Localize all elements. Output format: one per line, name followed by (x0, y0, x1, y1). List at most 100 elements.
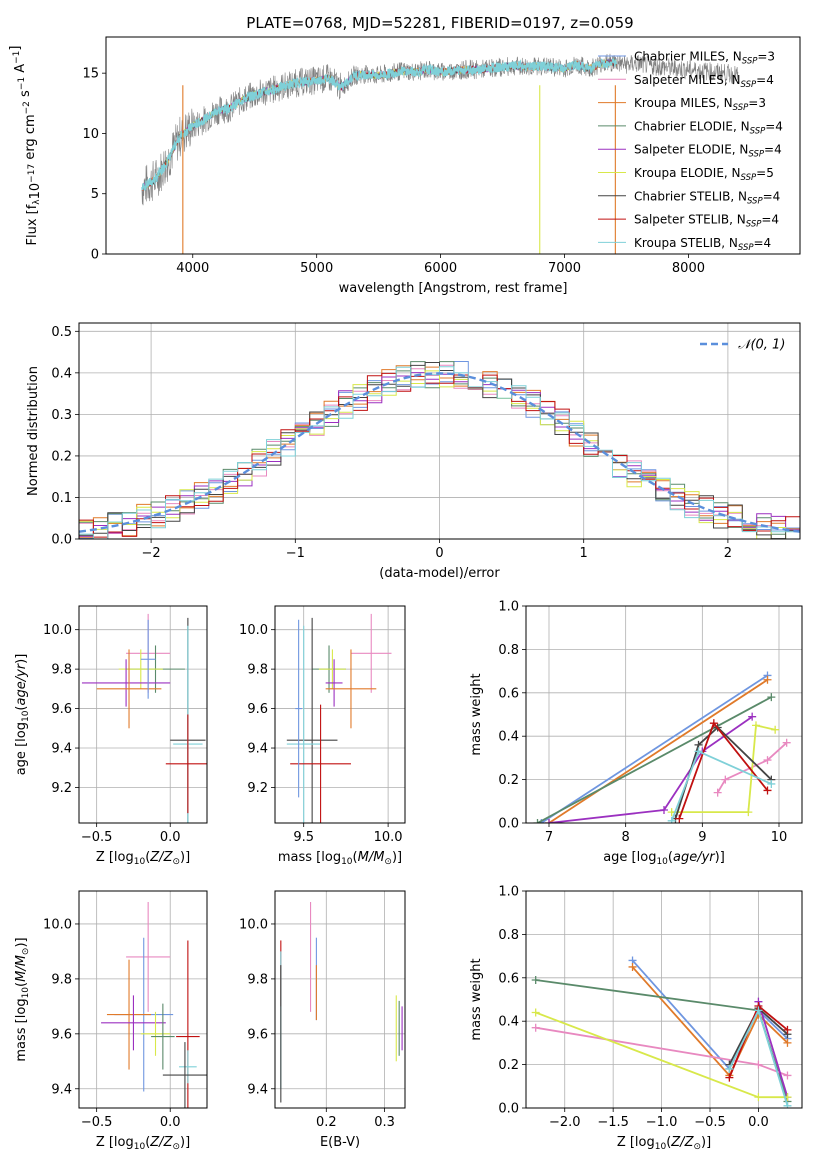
error-bar-point (325, 649, 377, 729)
mass-weight-line (671, 724, 776, 813)
y-tick-label: 0.4 (51, 366, 72, 381)
error-bar-point (290, 704, 351, 823)
x-tick-label: −2.0 (549, 1115, 581, 1130)
mass-weight-series (667, 721, 780, 817)
plus-marker (754, 1060, 763, 1069)
plus-marker (628, 962, 637, 971)
mass-weight-line (716, 742, 788, 794)
y-tick-label: 0.0 (498, 817, 519, 832)
y-tick-label: 0.0 (51, 533, 72, 548)
residuals-ylabel: Normed distribution (26, 366, 41, 496)
x-tick-label: 7000 (548, 261, 581, 276)
error-bar-point (162, 1042, 207, 1108)
y-tick-label: 9.8 (51, 663, 72, 678)
residual-histogram (79, 370, 800, 539)
x-tick-label: 4000 (176, 261, 209, 276)
plus-marker (763, 756, 772, 765)
residual-histogram (79, 366, 800, 539)
massweight-vs-Z-xlabel: Z [log10(Z/Z⊙)] (617, 1135, 711, 1152)
y-tick-label: 0.2 (498, 773, 519, 788)
y-tick-label: 0.0 (498, 1102, 519, 1117)
plus-marker (754, 1093, 763, 1102)
axes-frame (78, 605, 208, 824)
mass-weight-series (675, 719, 772, 823)
x-tick-label: 10.0 (374, 830, 403, 845)
residuals-axes (75, 323, 800, 543)
error-bar-point (140, 1011, 171, 1056)
x-tick-label: −0.5 (694, 1115, 726, 1130)
age-vs-Z-xlabel: Z [log10(Z/Z⊙)] (96, 850, 190, 867)
plus-marker (725, 1064, 734, 1073)
y-tick-label: 0.2 (51, 449, 72, 464)
legend-label: Chabrier STELIB, NSSP=4 (634, 189, 780, 206)
residuals-xlabel: (data-model)/error (379, 566, 500, 581)
residual-histogram (79, 372, 800, 538)
figure-title: PLATE=0768, MJD=52281, FIBERID=0197, z=0… (246, 14, 633, 32)
x-tick-label: 7 (545, 830, 553, 845)
x-tick-label: 5000 (300, 261, 333, 276)
legend-label: Kroupa ELODIE, NSSP=5 (634, 166, 774, 183)
error-bar-point (151, 1003, 175, 1070)
error-bar-point (286, 617, 338, 823)
plus-marker (667, 816, 676, 823)
legend-label: Salpeter MILES, NSSP=4 (634, 73, 774, 90)
mass-weight-line (548, 715, 753, 823)
x-tick-label: −1.0 (646, 1115, 678, 1130)
axes-frame (274, 605, 406, 824)
x-tick-label: −0.5 (81, 830, 113, 845)
plus-marker (771, 725, 780, 734)
axes-frame (78, 890, 208, 1109)
plus-marker (721, 775, 730, 784)
model-spectrum-kroupa-stelib (141, 57, 617, 192)
axes-frame (525, 890, 803, 1109)
y-tick-label: 10.0 (239, 917, 268, 932)
y-tick-label: 9.4 (51, 742, 72, 757)
y-tick-label: 0.2 (498, 1058, 519, 1073)
x-tick-label: 0 (435, 546, 443, 561)
mass-weight-series (531, 1008, 792, 1102)
mass-weight-series (725, 1006, 792, 1108)
y-tick-label: 10.0 (239, 623, 268, 638)
y-tick-label: 9.4 (247, 1082, 268, 1097)
x-tick-label: 0.2 (316, 1115, 337, 1130)
error-bar-point (318, 649, 346, 689)
y-tick-label: 0.4 (498, 730, 519, 745)
mass-weight-line (537, 696, 772, 823)
x-tick-label: 0.0 (748, 1115, 769, 1130)
age-vs-Z-ylabel: age [log10(age/yr)] (14, 654, 31, 776)
mass-vs-Z-ylabel: mass [log10(M/M⊙)] (14, 937, 31, 1061)
plus-marker (694, 747, 703, 756)
plus-marker (531, 975, 540, 984)
x-tick-label: 8000 (672, 261, 705, 276)
legend-label: Salpeter ELODIE, NSSP=4 (634, 143, 782, 160)
error-bar-point (179, 1050, 197, 1084)
mass-weight-series (713, 738, 791, 797)
mass-weight-series (545, 675, 772, 823)
y-tick-label: 1.0 (498, 600, 519, 615)
y-tick-label: 9.2 (247, 781, 268, 796)
legend-label: Chabrier ELODIE, NSSP=4 (634, 119, 783, 136)
age-vs-mass-axes (271, 606, 405, 827)
x-tick-label: −2 (142, 546, 161, 561)
age-vs-mass-xlabel: mass [log10(M/M⊙)] (278, 850, 402, 867)
mass-vs-Z-xlabel: Z [log10(Z/Z⊙)] (96, 1135, 190, 1152)
error-bar-point (165, 714, 207, 814)
y-tick-label: 0 (91, 248, 99, 263)
x-tick-label: −0.5 (81, 1115, 113, 1130)
plus-marker (725, 1073, 734, 1082)
plus-marker (660, 805, 668, 814)
mass-weight-series (533, 693, 776, 823)
age-vs-Z-axes (75, 606, 207, 827)
plus-marker (709, 719, 718, 728)
y-tick-label: 9.6 (247, 702, 268, 717)
plus-marker (763, 786, 772, 795)
spectrum-ylabel: Flux [fλ10−17 erg cm−2 s−1 A−1] (8, 46, 43, 246)
x-tick-label: −1.5 (597, 1115, 629, 1130)
x-tick-label: 1 (580, 546, 588, 561)
mass-vs-ebv-xlabel: E(B-V) (320, 1135, 360, 1150)
y-tick-label: 9.2 (51, 781, 72, 796)
plus-marker (783, 1038, 792, 1047)
y-tick-label: 1.0 (498, 885, 519, 900)
y-tick-label: 9.4 (247, 742, 268, 757)
